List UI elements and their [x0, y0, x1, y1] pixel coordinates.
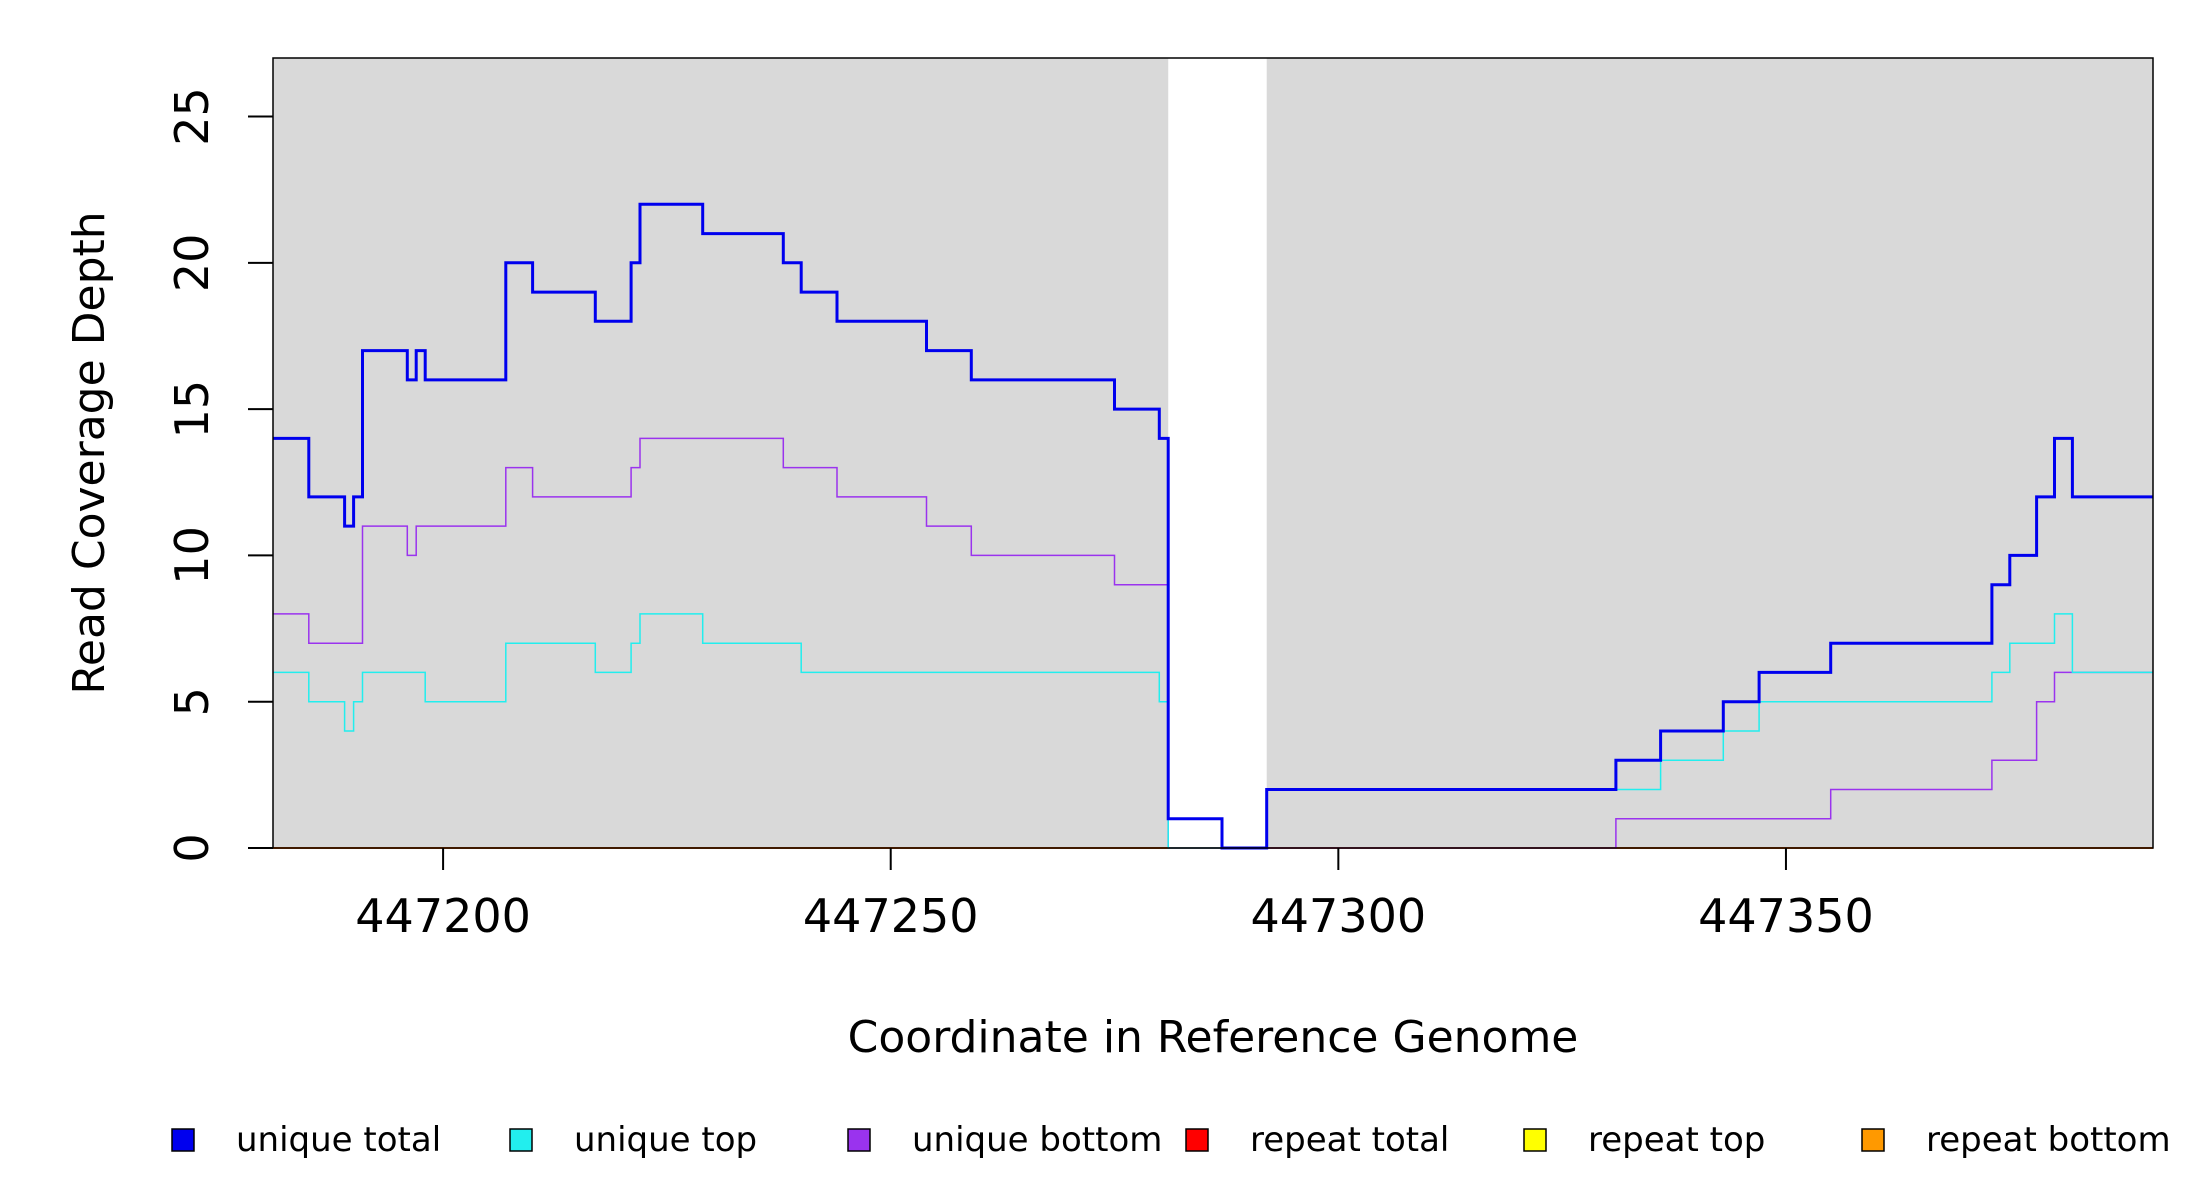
- x-tick-label: 447250: [803, 889, 979, 943]
- legend-item-unique-total: unique total: [171, 1120, 441, 1160]
- x-axis-title: Coordinate in Reference Genome: [848, 1012, 1579, 1063]
- plot-frame: [272, 57, 2154, 849]
- legend-swatch: [1523, 1128, 1547, 1152]
- plot-border: [272, 57, 2154, 849]
- legend-item-repeat-top: repeat top: [1523, 1120, 1765, 1160]
- legend-swatch: [509, 1128, 533, 1152]
- legend-swatch: [1185, 1128, 1209, 1152]
- legend-swatch: [847, 1128, 871, 1152]
- x-tick-label: 447300: [1251, 889, 1427, 943]
- legend-label: unique bottom: [912, 1120, 1162, 1160]
- y-tick-label: 10: [165, 526, 219, 585]
- legend: unique total unique top unique bottom repea…: [171, 1120, 2171, 1160]
- y-tick-label: 20: [165, 234, 219, 293]
- y-tick-label: 25: [165, 87, 219, 146]
- x-tick-label: 447350: [1698, 889, 1874, 943]
- legend-label: repeat total: [1250, 1120, 1449, 1160]
- legend-item-unique-bottom: unique bottom: [847, 1120, 1162, 1160]
- x-axis: 447200 447250 447300 447350: [355, 848, 1874, 943]
- series-line-unique-total: [273, 202, 2153, 850]
- y-tick-label: 0: [165, 833, 219, 862]
- legend-item-repeat-bottom: repeat bottom: [1861, 1120, 2171, 1160]
- y-axis-title: Read Coverage Depth: [64, 211, 115, 694]
- y-tick-label: 15: [165, 380, 219, 439]
- legend-swatch: [171, 1128, 195, 1152]
- gap-region: [1168, 58, 1267, 848]
- legend-label: repeat bottom: [1926, 1120, 2171, 1160]
- series-line-unique-top: [273, 613, 2153, 849]
- legend-label: unique top: [574, 1120, 757, 1160]
- legend-item-unique-top: unique top: [509, 1120, 757, 1160]
- y-tick-label: 5: [165, 687, 219, 716]
- y-axis: 0 5 10 15 20 25: [165, 87, 273, 863]
- legend-label: unique total: [236, 1120, 441, 1160]
- legend-item-repeat-total: repeat total: [1185, 1120, 1449, 1160]
- legend-swatch: [1861, 1128, 1885, 1152]
- plot-panel: [273, 58, 2153, 848]
- series-line-unique-bottom: [273, 437, 2153, 849]
- x-tick-label: 447200: [355, 889, 531, 943]
- legend-label: repeat top: [1588, 1120, 1765, 1160]
